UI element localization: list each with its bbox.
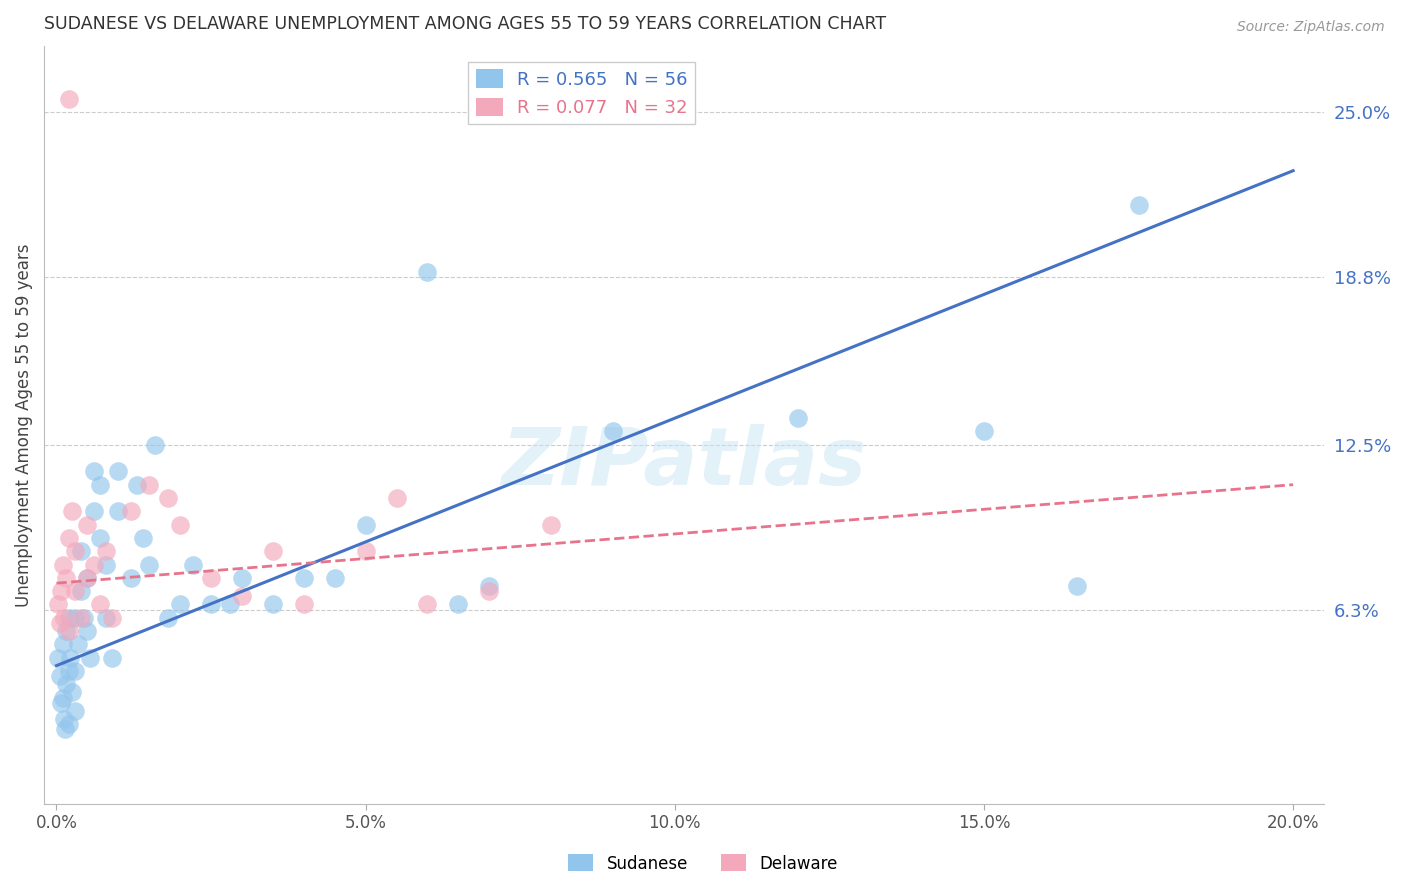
Point: [52, 637, 75, 651]
Point: [1128, 198, 1150, 212]
Point: [89, 477, 111, 491]
Point: [89, 531, 111, 545]
Point: [292, 571, 315, 585]
Point: [323, 571, 346, 585]
Point: [107, 504, 129, 518]
Point: [385, 491, 408, 505]
Point: [292, 598, 315, 612]
Text: Source: ZipAtlas.com: Source: ZipAtlas.com: [1237, 20, 1385, 34]
Point: [107, 464, 129, 478]
Point: [58, 624, 80, 638]
Point: [262, 598, 284, 612]
Point: [125, 477, 148, 491]
Point: [52, 558, 75, 572]
Point: [49, 696, 72, 710]
Point: [602, 425, 624, 439]
Point: [447, 598, 470, 612]
Point: [55, 571, 77, 585]
Point: [53, 723, 76, 737]
Point: [83, 504, 105, 518]
Point: [76, 517, 98, 532]
Legend: Sudanese, Delaware: Sudanese, Delaware: [561, 847, 845, 880]
Point: [973, 425, 995, 439]
Point: [63, 611, 86, 625]
Point: [52, 611, 75, 625]
Point: [181, 558, 204, 572]
Point: [63, 544, 86, 558]
Point: [200, 571, 222, 585]
Point: [787, 411, 810, 425]
Point: [67, 637, 90, 651]
Point: [132, 531, 155, 545]
Point: [120, 571, 142, 585]
Point: [478, 584, 501, 599]
Point: [63, 584, 86, 599]
Point: [101, 611, 124, 625]
Point: [73, 611, 96, 625]
Point: [94, 558, 117, 572]
Point: [94, 611, 117, 625]
Point: [94, 544, 117, 558]
Point: [156, 491, 179, 505]
Point: [70, 544, 93, 558]
Point: [46, 598, 69, 612]
Point: [63, 664, 86, 678]
Point: [200, 598, 222, 612]
Point: [58, 717, 80, 731]
Point: [231, 571, 253, 585]
Point: [89, 598, 111, 612]
Point: [55, 624, 77, 638]
Point: [55, 677, 77, 691]
Legend: R = 0.565   N = 56, R = 0.077   N = 32: R = 0.565 N = 56, R = 0.077 N = 32: [468, 62, 695, 125]
Point: [70, 611, 93, 625]
Point: [59, 650, 82, 665]
Point: [138, 558, 160, 572]
Point: [540, 517, 562, 532]
Point: [83, 464, 105, 478]
Point: [218, 598, 240, 612]
Point: [58, 664, 80, 678]
Point: [169, 517, 191, 532]
Point: [58, 531, 80, 545]
Point: [52, 690, 75, 705]
Point: [354, 544, 377, 558]
Point: [478, 579, 501, 593]
Point: [70, 584, 93, 599]
Point: [79, 650, 101, 665]
Point: [52, 712, 75, 726]
Point: [76, 624, 98, 638]
Point: [83, 558, 105, 572]
Point: [416, 265, 439, 279]
Point: [51, 584, 73, 599]
Point: [101, 650, 124, 665]
Point: [169, 598, 191, 612]
Point: [60, 504, 83, 518]
Point: [76, 571, 98, 585]
Point: [46, 650, 69, 665]
Point: [138, 477, 160, 491]
Point: [231, 590, 253, 604]
Point: [58, 611, 80, 625]
Point: [354, 517, 377, 532]
Point: [48, 615, 70, 630]
Point: [58, 92, 80, 106]
Point: [120, 504, 142, 518]
Point: [1066, 579, 1088, 593]
Point: [48, 669, 70, 683]
Point: [60, 685, 83, 699]
Y-axis label: Unemployment Among Ages 55 to 59 years: Unemployment Among Ages 55 to 59 years: [15, 244, 32, 607]
Point: [145, 438, 167, 452]
Point: [262, 544, 284, 558]
Point: [416, 598, 439, 612]
Point: [63, 704, 86, 718]
Point: [76, 571, 98, 585]
Text: ZIPatlas: ZIPatlas: [502, 424, 866, 501]
Text: SUDANESE VS DELAWARE UNEMPLOYMENT AMONG AGES 55 TO 59 YEARS CORRELATION CHART: SUDANESE VS DELAWARE UNEMPLOYMENT AMONG …: [44, 15, 886, 33]
Point: [156, 611, 179, 625]
